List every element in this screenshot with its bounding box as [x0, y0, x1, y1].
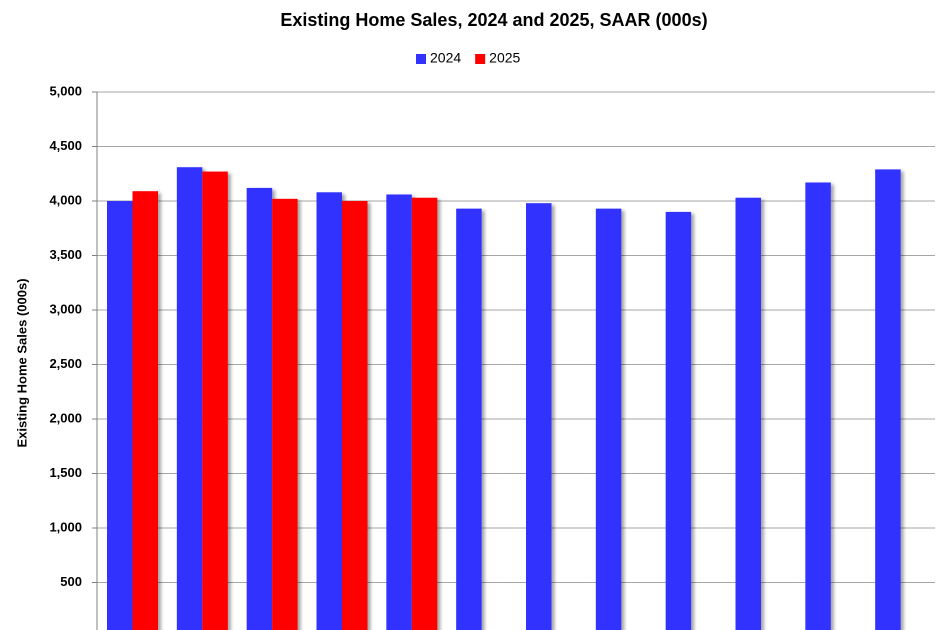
bars	[107, 167, 901, 630]
bar	[665, 211, 692, 630]
bar	[132, 191, 158, 630]
y-tick-label: 3,000	[49, 301, 82, 316]
legend-label: 2025	[489, 50, 520, 66]
y-tick-label: 1,500	[49, 465, 82, 480]
bar	[386, 194, 412, 630]
legend-swatch	[416, 54, 426, 64]
bar	[805, 182, 831, 630]
y-tick-label: 4,500	[49, 138, 82, 153]
bar	[107, 201, 133, 630]
bar	[272, 198, 298, 630]
bar	[595, 208, 622, 630]
bar	[342, 201, 368, 630]
y-axis-label: Existing Home Sales (000s)	[14, 278, 29, 447]
y-tick-label: 4,000	[49, 192, 82, 207]
bar	[875, 169, 901, 630]
bar	[316, 192, 342, 630]
bar	[526, 203, 552, 630]
y-tick-label: 2,500	[49, 356, 82, 371]
legend-swatch	[475, 54, 486, 64]
chart-title: Existing Home Sales, 2024 and 2025, SAAR…	[280, 10, 707, 30]
grid: 0 500 1,000 1,500 2,000 2,500 3,000 3,500 4,000 4…	[49, 83, 935, 630]
y-tick-label: 500	[60, 574, 82, 589]
bar	[735, 197, 761, 630]
y-tick-label: 1,000	[49, 519, 82, 534]
bar	[246, 187, 273, 630]
y-tick-label: 2,000	[49, 410, 82, 425]
bar	[202, 171, 228, 630]
y-tick-label: 3,500	[49, 247, 82, 262]
y-tick-label: 5,000	[49, 83, 82, 98]
legend-label: 2024	[430, 50, 461, 66]
bar	[456, 208, 482, 630]
legend: 2024 2025	[416, 50, 521, 66]
bar	[411, 197, 438, 630]
bar	[176, 167, 203, 630]
y-tick-label: 0	[75, 628, 82, 630]
